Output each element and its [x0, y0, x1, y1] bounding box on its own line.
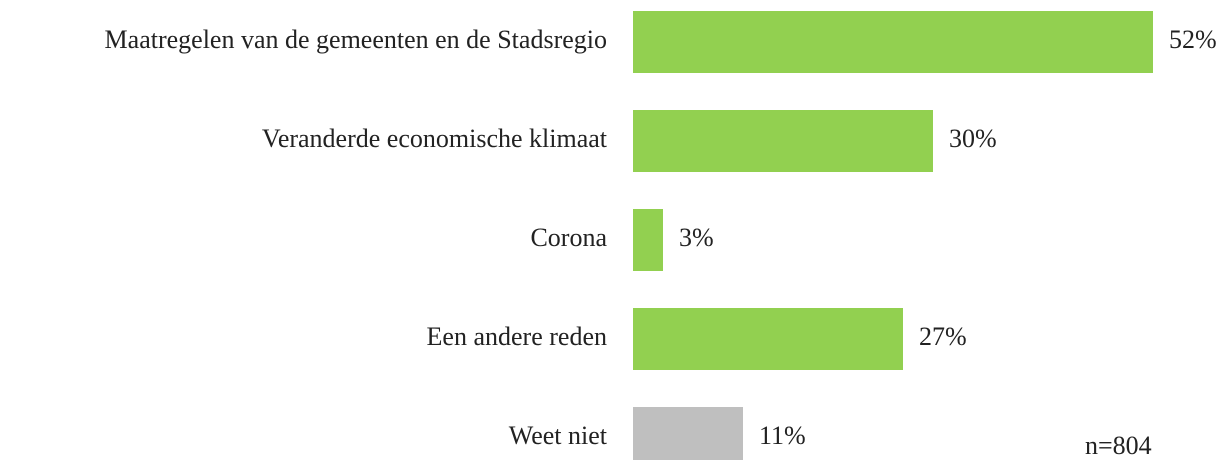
bar: [633, 308, 903, 370]
value-label: 3%: [679, 223, 714, 252]
bar: [633, 110, 933, 172]
category-label: Veranderde economische klimaat: [262, 124, 608, 153]
bar: [633, 407, 743, 460]
category-label: Weet niet: [509, 421, 608, 450]
sample-size: n=804: [1085, 431, 1152, 460]
value-label: 27%: [919, 322, 967, 351]
value-label: 30%: [949, 124, 997, 153]
category-label: Maatregelen van de gemeenten en de Stads…: [105, 25, 607, 54]
bar: [633, 209, 663, 271]
category-label: Een andere reden: [427, 322, 607, 351]
category-label: Corona: [530, 223, 607, 252]
value-label: 11%: [759, 421, 806, 450]
value-label: 52%: [1169, 25, 1217, 54]
bar: [633, 11, 1153, 73]
